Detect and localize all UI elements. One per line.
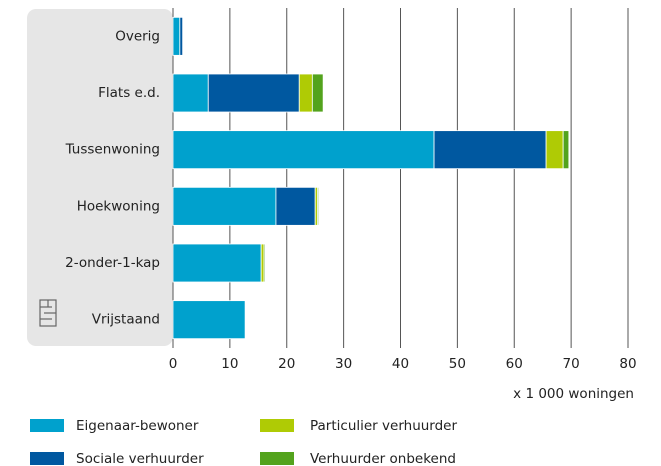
bar-segment <box>245 300 247 340</box>
bar-segment <box>207 73 300 113</box>
bar-segment <box>545 130 564 170</box>
bar-segment <box>433 130 547 170</box>
bar-segment <box>172 243 262 283</box>
bar-segment <box>179 16 184 56</box>
bar-segment <box>311 73 324 113</box>
bar-segment <box>562 130 570 170</box>
cbs-logo <box>39 299 57 327</box>
bar-segment <box>172 73 209 113</box>
x-tick-label: 80 <box>619 356 636 372</box>
bar-segment <box>172 300 246 340</box>
legend-label: Particulier verhuurder <box>310 418 457 434</box>
x-tick-label: 10 <box>221 356 238 372</box>
legend-label: Verhuurder onbekend <box>310 451 456 466</box>
bar-segment <box>172 130 435 170</box>
category-panel <box>27 9 173 346</box>
x-tick-label: 50 <box>449 356 466 372</box>
x-tick-label: 20 <box>278 356 295 372</box>
bar-segment <box>275 186 316 226</box>
y-tick-label: 2-onder-1-kap <box>65 255 160 271</box>
y-tick-label: Overig <box>115 28 160 44</box>
x-tick-label: 40 <box>392 356 409 372</box>
bar-segment <box>172 16 181 56</box>
bar-segment <box>317 186 319 226</box>
bar-segment <box>298 73 313 113</box>
y-tick-label: Vrijstaand <box>92 312 160 328</box>
legend-swatch <box>260 419 294 432</box>
bar-segment <box>172 186 277 226</box>
legend-swatch <box>30 452 64 465</box>
legend-swatch <box>260 452 294 465</box>
bar-segment <box>260 243 265 283</box>
legend-swatch <box>30 419 64 432</box>
y-tick-label: Hoekwoning <box>77 198 160 214</box>
legend-label: Sociale verhuurder <box>76 451 204 466</box>
x-tick-label: 30 <box>335 356 352 372</box>
x-tick-label: 0 <box>169 356 178 372</box>
bar-segment <box>263 243 266 283</box>
x-tick-label: 60 <box>506 356 523 372</box>
y-tick-label: Flats e.d. <box>98 85 160 101</box>
legend-label: Eigenaar-bewoner <box>76 418 199 434</box>
x-tick-label: 70 <box>563 356 580 372</box>
x-axis-label: x 1 000 woningen <box>513 386 634 402</box>
y-tick-label: Tussenwoning <box>65 142 160 158</box>
